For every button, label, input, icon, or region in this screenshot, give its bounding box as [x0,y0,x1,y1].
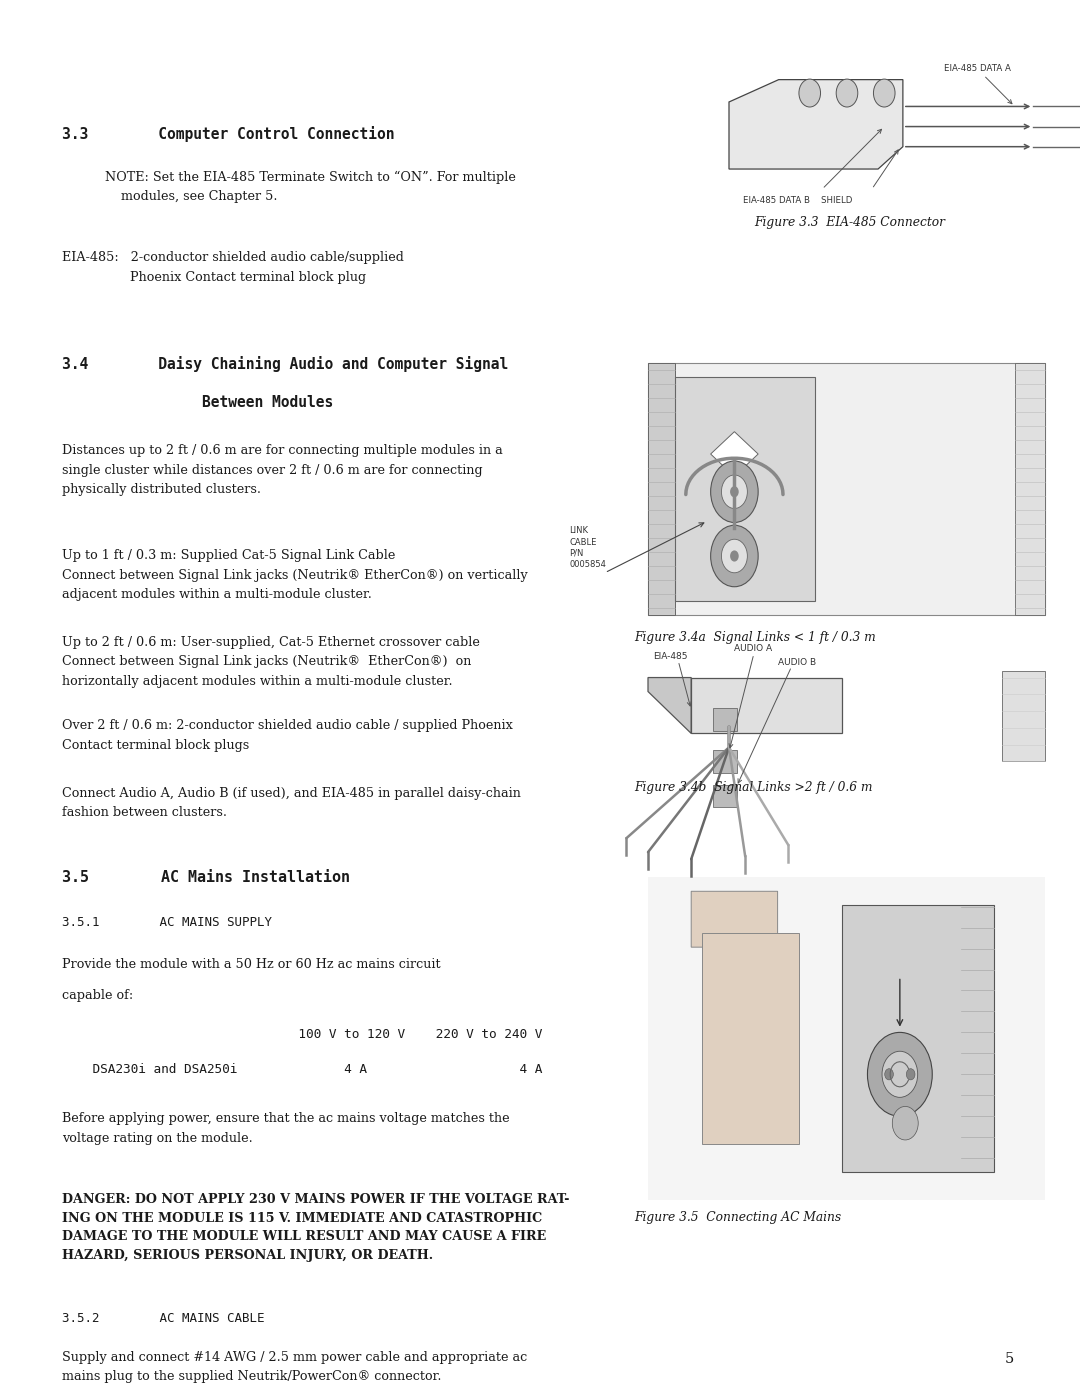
Text: EIA-485:   2-conductor shielded audio cable/supplied
                 Phoenix Co: EIA-485: 2-conductor shielded audio cabl… [62,251,404,285]
Bar [842,905,994,1172]
Text: Connect Audio A, Audio B (if used), and EIA-485 in parallel daisy-chain
fashion : Connect Audio A, Audio B (if used), and … [62,787,521,819]
Circle shape [867,1032,932,1116]
Bar [702,933,799,1144]
Polygon shape [648,678,691,733]
Bar [691,678,842,733]
Bar [648,363,1045,615]
Circle shape [711,525,758,587]
Text: AUDIO A: AUDIO A [734,644,772,652]
Circle shape [836,80,858,108]
Text: Figure 3.5  Connecting AC Mains: Figure 3.5 Connecting AC Mains [634,1211,841,1224]
Text: 3.4        Daisy Chaining Audio and Computer Signal: 3.4 Daisy Chaining Audio and Computer Si… [62,356,508,372]
Text: DANGER: DO NOT APPLY 230 V MAINS POWER IF THE VOLTAGE RAT-
ING ON THE MODULE IS : DANGER: DO NOT APPLY 230 V MAINS POWER I… [62,1193,569,1261]
Text: Up to 1 ft / 0.3 m: Supplied Cat-5 Signal Link Cable
Connect between Signal Link: Up to 1 ft / 0.3 m: Supplied Cat-5 Signa… [62,549,527,601]
Text: 3.3        Computer Control Connection: 3.3 Computer Control Connection [62,126,394,141]
Text: capable of:: capable of: [62,989,133,1002]
Bar [1002,671,1045,761]
Bar [713,708,737,731]
Bar [648,363,675,615]
Text: AUDIO B: AUDIO B [778,658,815,666]
Bar [1015,363,1045,615]
Text: DSA230i and DSA250i              4 A                    4 A: DSA230i and DSA250i 4 A 4 A [62,1063,542,1076]
Circle shape [730,486,739,497]
Polygon shape [691,891,799,1003]
Circle shape [721,539,747,573]
Text: EIA-485 DATA B    SHIELD: EIA-485 DATA B SHIELD [743,196,852,205]
Circle shape [721,475,747,509]
Text: 5: 5 [1005,1352,1014,1366]
Text: 3.5.1        AC MAINS SUPPLY: 3.5.1 AC MAINS SUPPLY [62,916,271,929]
Text: Figure 3.4a  Signal Links < 1 ft / 0.3 m: Figure 3.4a Signal Links < 1 ft / 0.3 m [634,631,876,644]
Text: Over 2 ft / 0.6 m: 2-conductor shielded audio cable / supplied Phoenix
Contact t: Over 2 ft / 0.6 m: 2-conductor shielded … [62,719,512,752]
Text: Before applying power, ensure that the ac mains voltage matches the
voltage rati: Before applying power, ensure that the a… [62,1112,509,1144]
Circle shape [906,1069,915,1080]
Bar [713,785,737,807]
Text: Figure 3.3  EIA-485 Connector: Figure 3.3 EIA-485 Connector [754,217,945,229]
Bar [675,377,815,601]
Text: Figure 3.4b  Signal Links >2 ft / 0.6 m: Figure 3.4b Signal Links >2 ft / 0.6 m [634,781,873,793]
Polygon shape [729,80,903,169]
Circle shape [892,1106,918,1140]
Text: 3.5        AC Mains Installation: 3.5 AC Mains Installation [62,870,350,886]
Circle shape [799,80,821,108]
Text: EIA-485: EIA-485 [653,652,688,661]
Circle shape [874,80,895,108]
Text: Supply and connect #14 AWG / 2.5 mm power cable and appropriate ac
mains plug to: Supply and connect #14 AWG / 2.5 mm powe… [62,1351,527,1383]
Text: NOTE: Set the EIA-485 Terminate Switch to “ON”. For multiple
    modules, see Ch: NOTE: Set the EIA-485 Terminate Switch t… [105,170,515,203]
Text: LINK
CABLE
P/N
0005854: LINK CABLE P/N 0005854 [569,527,606,569]
Text: Distances up to 2 ft / 0.6 m are for connecting multiple modules in a
single clu: Distances up to 2 ft / 0.6 m are for con… [62,444,502,496]
Bar [648,877,1045,1200]
Text: 100 V to 120 V    220 V to 240 V: 100 V to 120 V 220 V to 240 V [62,1028,542,1041]
Polygon shape [711,432,758,476]
Text: Provide the module with a 50 Hz or 60 Hz ac mains circuit: Provide the module with a 50 Hz or 60 Hz… [62,958,441,971]
Bar [713,750,737,773]
Text: Between Modules: Between Modules [62,395,333,411]
Circle shape [882,1052,918,1098]
Text: Up to 2 ft / 0.6 m: User-supplied, Cat-5 Ethernet crossover cable
Connect betwee: Up to 2 ft / 0.6 m: User-supplied, Cat-5… [62,636,480,687]
Circle shape [885,1069,893,1080]
Circle shape [711,461,758,522]
Text: EIA-485 DATA A: EIA-485 DATA A [944,64,1011,73]
Circle shape [730,550,739,562]
Text: 3.5.2        AC MAINS CABLE: 3.5.2 AC MAINS CABLE [62,1312,265,1324]
